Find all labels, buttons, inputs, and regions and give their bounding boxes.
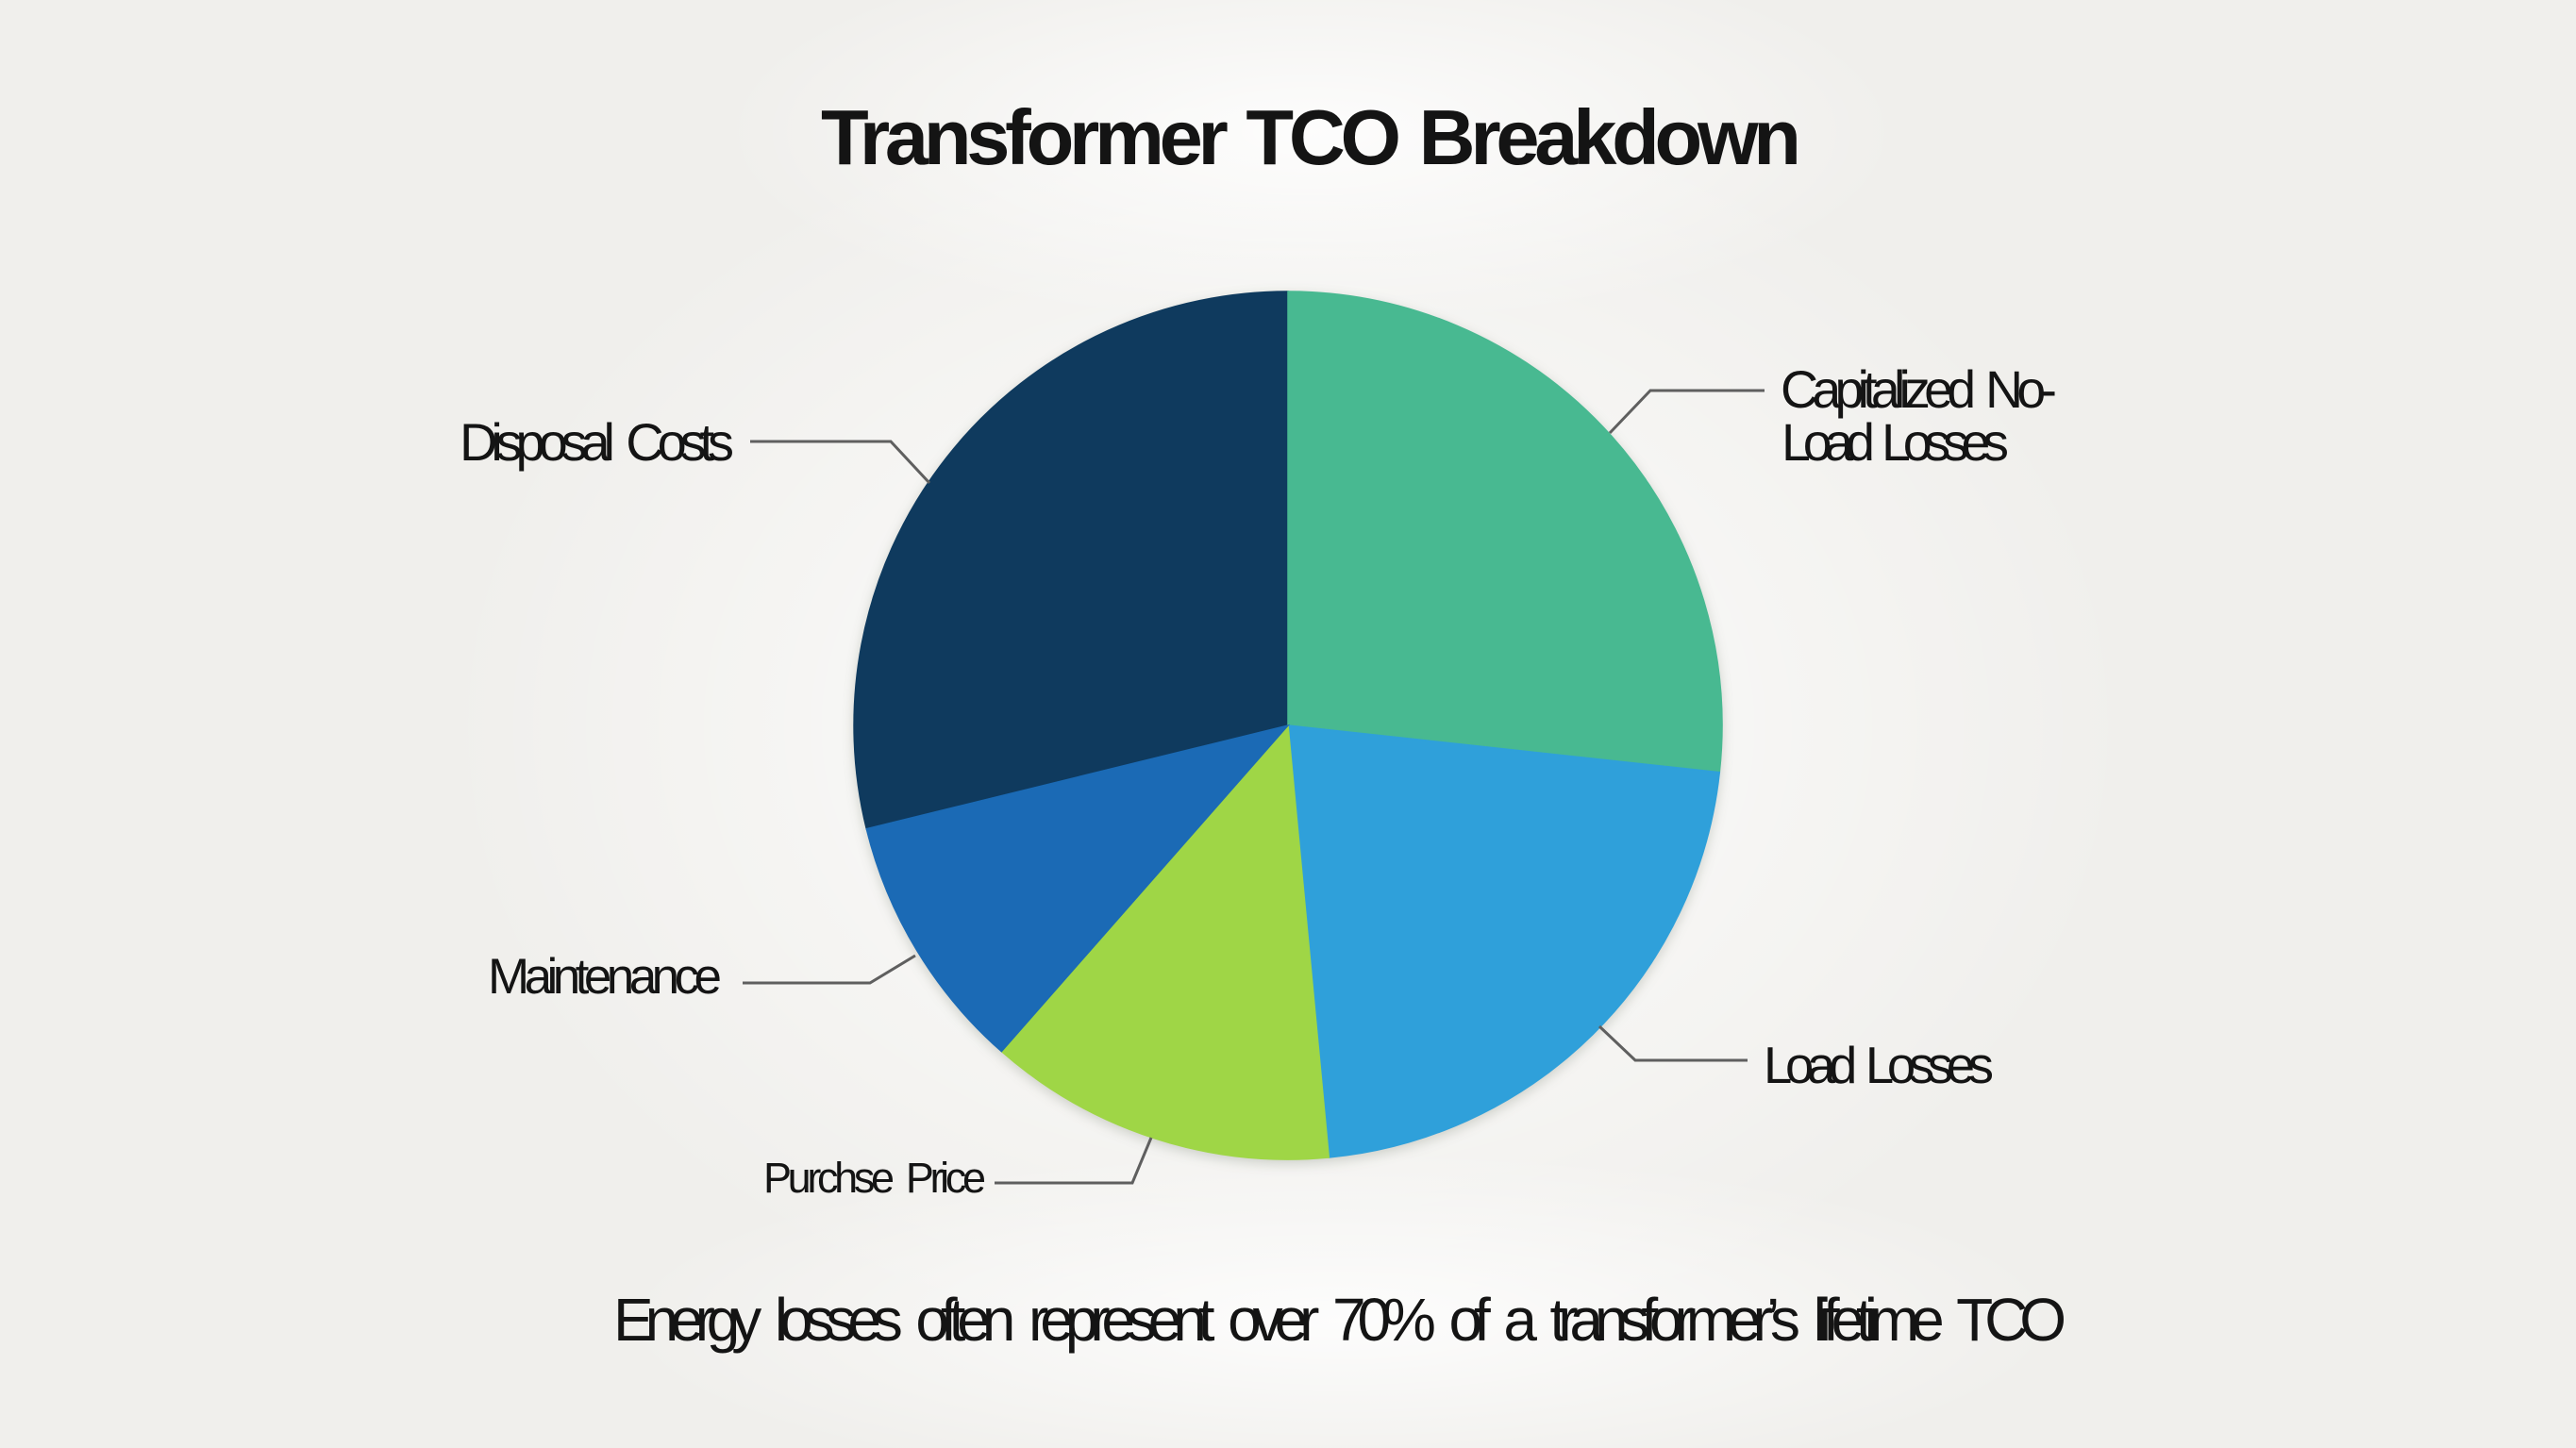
svg-text:Energy losses often represent: Energy losses often represent over 70% o…: [613, 1286, 2066, 1354]
svg-text:Transformer TCO Breakdown: Transformer TCO Breakdown: [821, 93, 1801, 181]
svg-text:Load Losses: Load Losses: [1764, 1037, 1994, 1094]
svg-text:Disposal Costs: Disposal Costs: [460, 412, 734, 472]
svg-text:Capitalized No-: Capitalized No-: [1781, 360, 2057, 419]
svg-text:Maintenance: Maintenance: [488, 949, 722, 1005]
svg-text:Purchse Price: Purchse Price: [763, 1154, 986, 1202]
svg-text:Load Losses: Load Losses: [1781, 413, 2009, 472]
